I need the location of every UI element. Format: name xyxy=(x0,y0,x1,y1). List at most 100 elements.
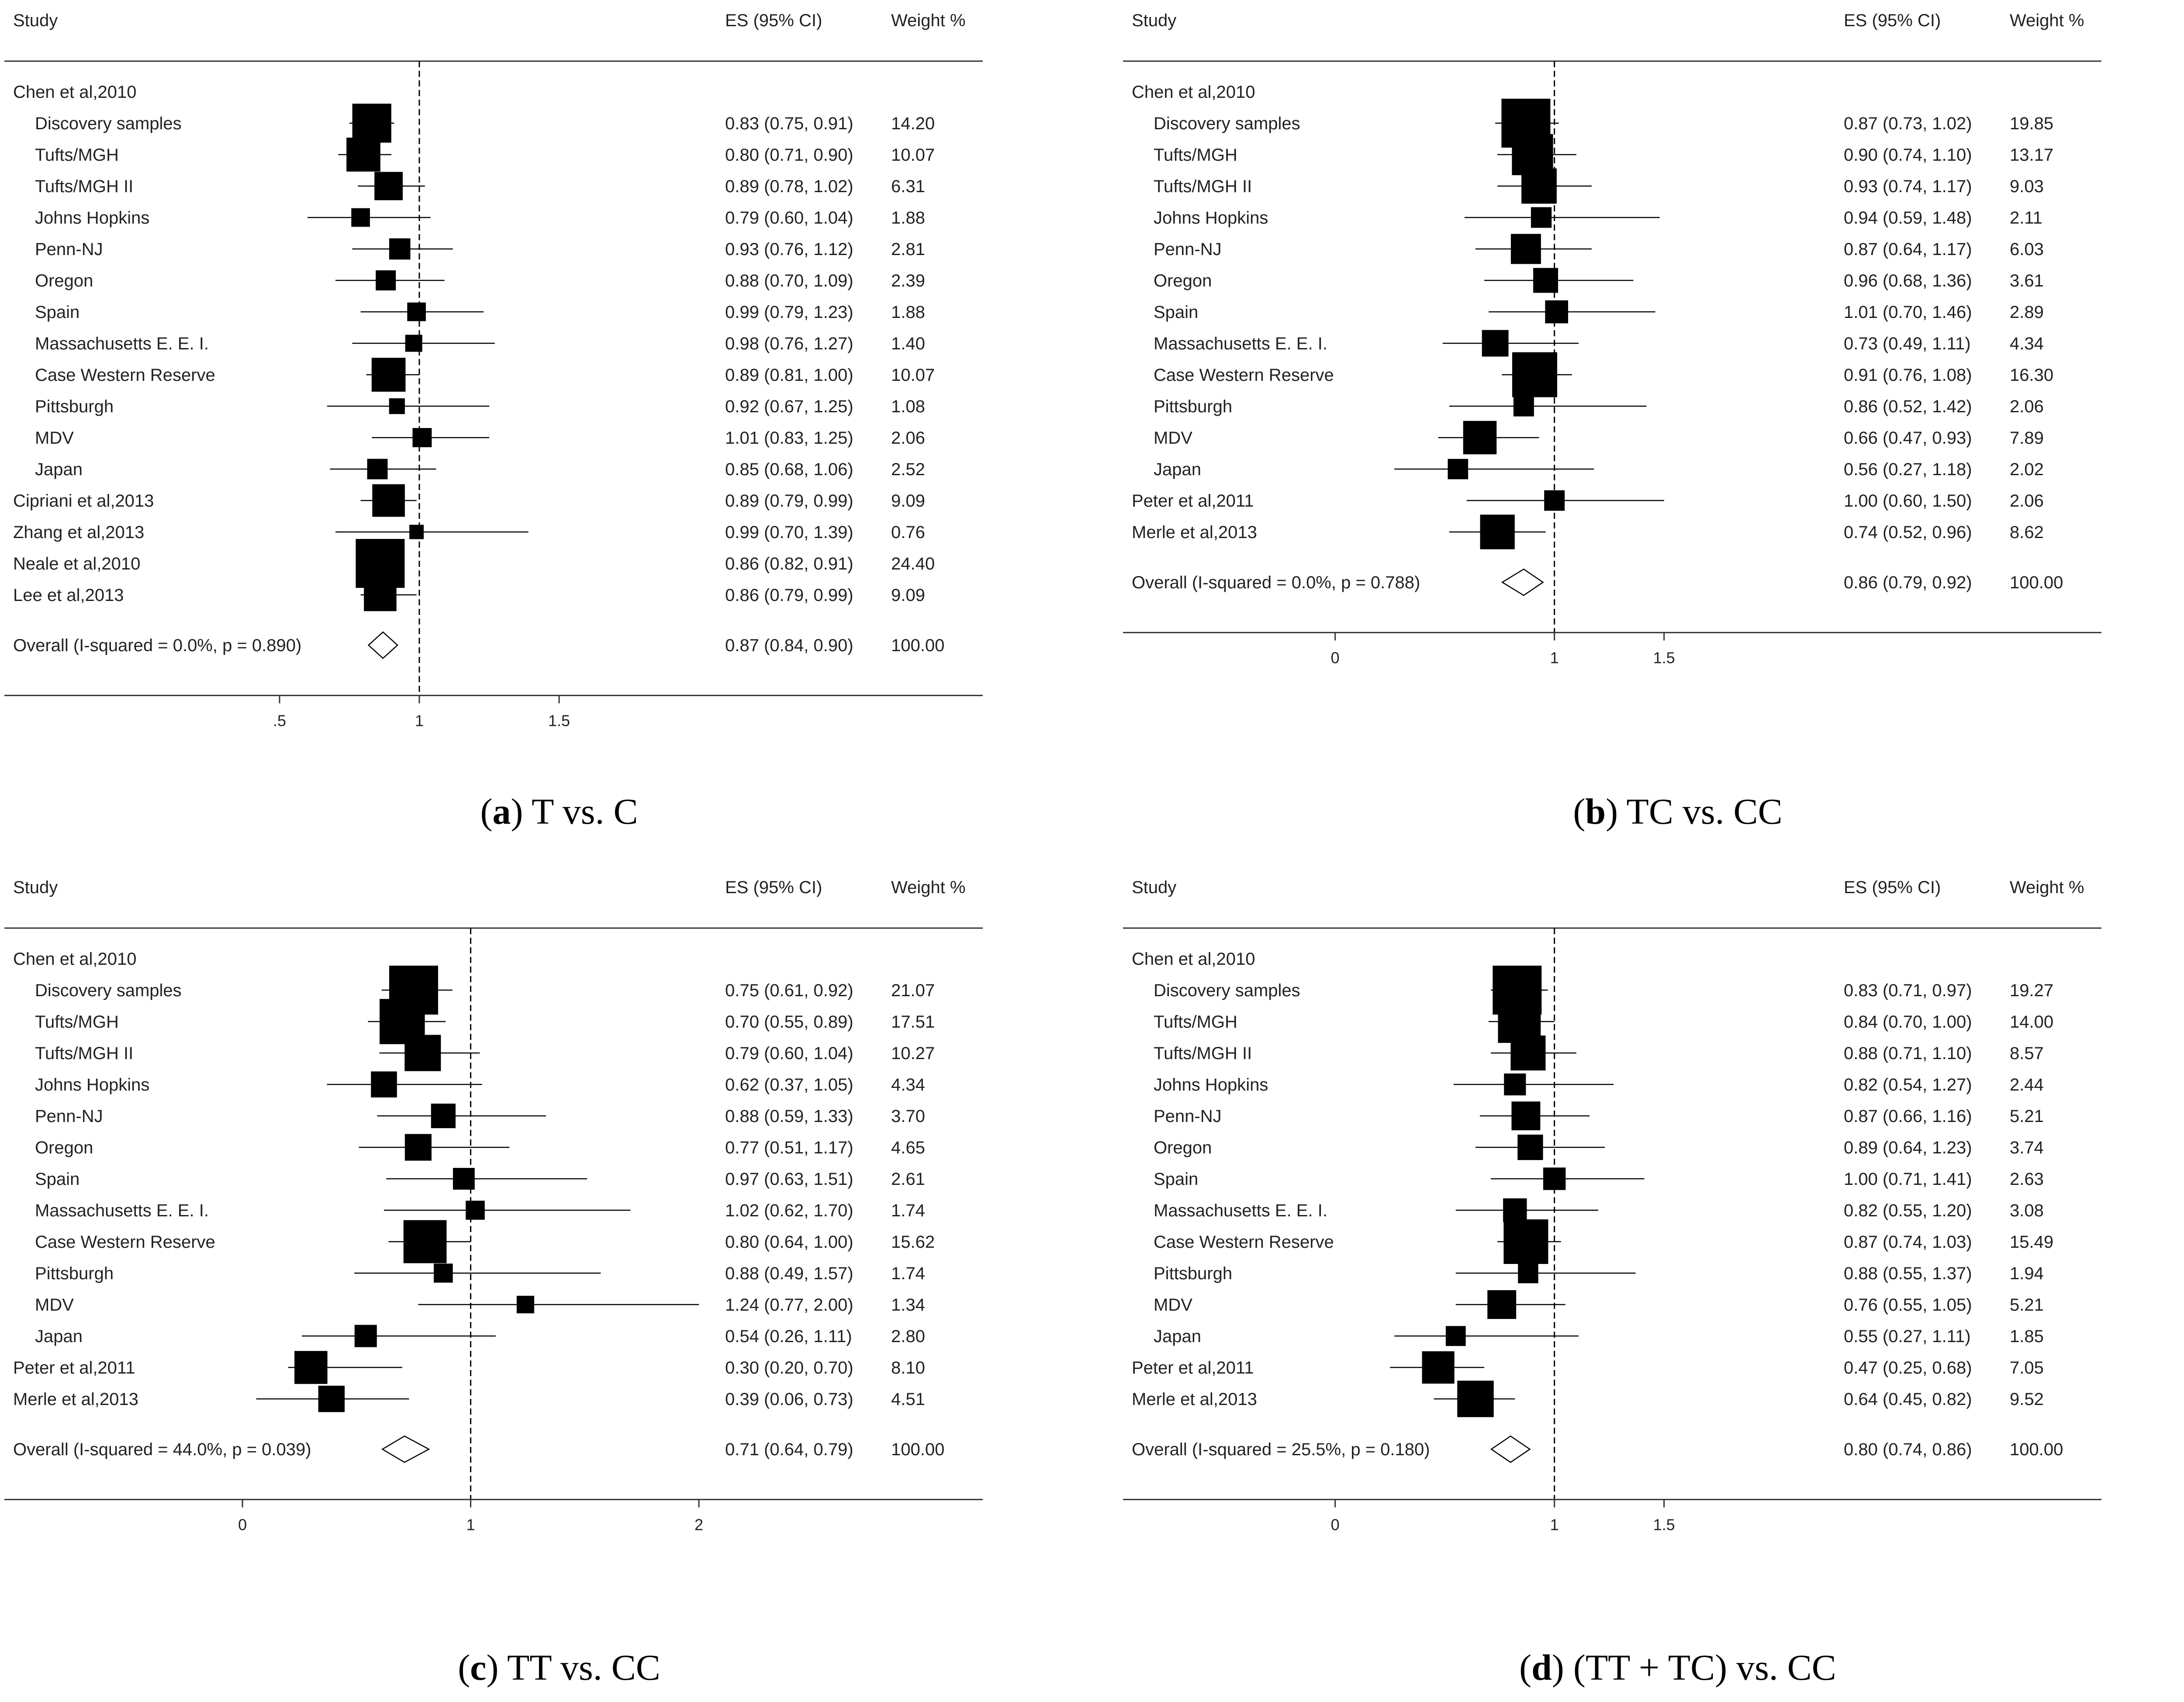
weight-box xyxy=(1503,1219,1548,1264)
study-label: Peter et al,2011 xyxy=(1132,1358,1254,1377)
study-label: Peter et al,2011 xyxy=(13,1358,135,1377)
study-label: Tufts/MGH II xyxy=(1154,177,1252,196)
header-weight: Weight % xyxy=(891,878,965,897)
es-value: 0.83 (0.75, 0.91) xyxy=(725,114,854,133)
weight-value: 7.89 xyxy=(2010,428,2044,448)
weight-value: 2.81 xyxy=(891,240,925,259)
es-value: 0.88 (0.70, 1.09) xyxy=(725,271,854,290)
study-label: Tufts/MGH II xyxy=(1154,1044,1252,1063)
forest-plot-d: Study ES (95% CI) Weight % Chen et al,2010 D… xyxy=(1123,878,2101,1533)
overall-label: Overall (I-squared = 25.5%, p = 0.180) xyxy=(1132,1440,1430,1459)
weight-value: 3.61 xyxy=(2010,271,2044,290)
study-label: Tufts/MGH xyxy=(35,145,119,165)
weight-value: 2.52 xyxy=(891,460,925,479)
x-tick-label: 0 xyxy=(1331,1516,1340,1533)
study-label: Discovery samples xyxy=(35,114,182,133)
es-value: 0.91 (0.76, 1.08) xyxy=(1844,366,1972,385)
study-label: Japan xyxy=(1154,1327,1201,1346)
es-value: 0.83 (0.71, 0.97) xyxy=(1844,981,1972,1000)
weight-box xyxy=(431,1103,456,1129)
study-label: Japan xyxy=(1154,460,1201,479)
group-label: Chen et al,2010 xyxy=(1132,949,1255,969)
overall-weight-value: 100.00 xyxy=(2010,573,2063,592)
weight-box xyxy=(1422,1351,1455,1384)
weight-box xyxy=(351,208,370,227)
header-es: ES (95% CI) xyxy=(1844,11,1941,30)
overall-es-value: 0.80 (0.74, 0.86) xyxy=(1844,1440,1972,1459)
es-value: 0.55 (0.27, 1.11) xyxy=(1844,1327,1971,1346)
study-label: Tufts/MGH xyxy=(1154,145,1237,165)
es-value: 0.99 (0.79, 1.23) xyxy=(725,303,854,322)
overall-es-value: 0.87 (0.84, 0.90) xyxy=(725,636,854,655)
weight-box xyxy=(1457,1381,1494,1417)
es-value: 0.98 (0.76, 1.27) xyxy=(725,334,854,353)
weight-value: 8.57 xyxy=(2010,1044,2044,1063)
weight-box xyxy=(1512,352,1557,397)
es-value: 0.97 (0.63, 1.51) xyxy=(725,1170,854,1189)
weight-value: 1.88 xyxy=(891,303,925,322)
weight-box xyxy=(346,138,380,172)
es-value: 0.88 (0.59, 1.33) xyxy=(725,1107,854,1126)
group-label: Chen et al,2010 xyxy=(13,83,136,102)
x-tick-label: 0 xyxy=(238,1516,247,1533)
overall-diamond xyxy=(1490,1435,1531,1463)
weight-box xyxy=(434,1264,453,1283)
study-label: Discovery samples xyxy=(35,981,182,1000)
weight-box xyxy=(372,484,405,517)
es-value: 0.87 (0.64, 1.17) xyxy=(1844,240,1972,259)
weight-value: 10.07 xyxy=(891,366,935,385)
caption-letter: c xyxy=(470,1647,487,1688)
weight-value: 5.21 xyxy=(2010,1295,2044,1315)
weight-box xyxy=(1521,168,1557,204)
overall-label: Overall (I-squared = 0.0%, p = 0.890) xyxy=(13,636,301,655)
study-label: Spain xyxy=(1154,1170,1198,1189)
es-value: 0.80 (0.71, 0.90) xyxy=(725,145,854,165)
header-weight: Weight % xyxy=(2010,11,2084,30)
study-label: Johns Hopkins xyxy=(1154,208,1268,228)
caption-b: (b) TC vs. CC xyxy=(1573,791,1783,832)
study-label: Discovery samples xyxy=(1154,114,1300,133)
weight-box xyxy=(376,270,396,291)
x-tick-label: 0 xyxy=(1331,649,1340,666)
x-tick-label: 1 xyxy=(1550,649,1559,666)
header-es: ES (95% CI) xyxy=(1844,878,1941,897)
study-label: Massachusetts E. E. I. xyxy=(35,1201,209,1220)
es-value: 0.73 (0.49, 1.11) xyxy=(1844,334,1971,353)
caption-a: (a) T vs. C xyxy=(480,791,638,832)
weight-box xyxy=(412,428,432,447)
study-label: Pittsburgh xyxy=(1154,1264,1232,1283)
forest-plot-c: Study ES (95% CI) Weight % Chen et al,2010 D… xyxy=(4,878,983,1533)
weight-value: 7.05 xyxy=(2010,1358,2044,1377)
study-label: Cipriani et al,2013 xyxy=(13,491,154,511)
weight-value: 2.80 xyxy=(891,1327,925,1346)
study-label: Merle et al,2013 xyxy=(1132,523,1257,542)
weight-value: 15.62 xyxy=(891,1232,935,1252)
weight-box xyxy=(1513,396,1534,417)
es-value: 0.89 (0.79, 0.99) xyxy=(725,491,854,511)
study-label: Spain xyxy=(35,303,79,322)
weight-box xyxy=(1503,1198,1527,1222)
es-value: 0.96 (0.68, 1.36) xyxy=(1844,271,1972,290)
weight-box xyxy=(453,1168,475,1190)
weight-value: 19.85 xyxy=(2010,114,2053,133)
weight-value: 9.09 xyxy=(891,491,925,511)
weight-value: 15.49 xyxy=(2010,1232,2053,1252)
weight-box xyxy=(371,358,406,392)
es-value: 0.94 (0.59, 1.48) xyxy=(1844,208,1972,228)
weight-box xyxy=(1448,459,1469,480)
weight-value: 1.08 xyxy=(891,397,925,416)
es-value: 0.56 (0.27, 1.18) xyxy=(1844,460,1972,479)
weight-value: 8.10 xyxy=(891,1358,925,1377)
study-label: Case Western Reserve xyxy=(1154,1232,1334,1252)
es-value: 0.93 (0.76, 1.12) xyxy=(725,240,854,259)
header-es: ES (95% CI) xyxy=(725,11,822,30)
weight-box xyxy=(1487,1290,1517,1319)
es-value: 0.79 (0.60, 1.04) xyxy=(725,1044,854,1063)
weight-value: 4.51 xyxy=(891,1390,925,1409)
weight-box xyxy=(1545,300,1568,324)
es-value: 0.75 (0.61, 0.92) xyxy=(725,981,854,1000)
es-value: 0.39 (0.06, 0.73) xyxy=(725,1390,854,1409)
caption-text: T vs. C xyxy=(531,791,638,832)
weight-box xyxy=(1463,421,1497,455)
weight-value: 1.94 xyxy=(2010,1264,2044,1283)
